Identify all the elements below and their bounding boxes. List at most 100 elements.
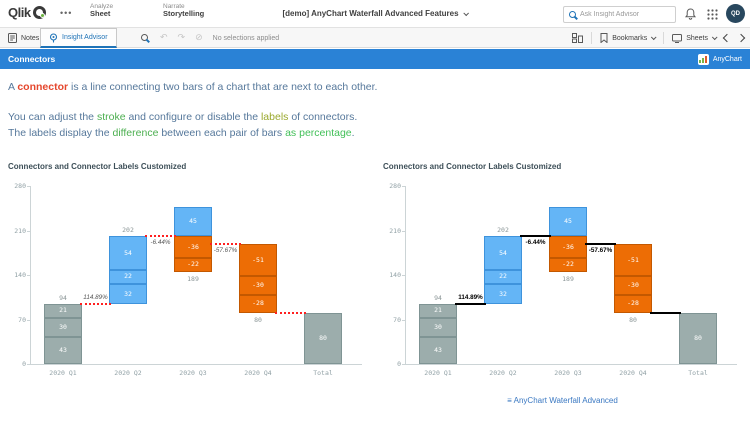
connector-label: 114.89% [83,294,108,302]
total-bar[interactable] [679,313,717,364]
connector-label: 114.89% [458,294,483,302]
bar-segment[interactable] [484,283,522,305]
sheets-dropdown[interactable]: Sheets [672,33,718,43]
x-axis [30,364,362,365]
x-category-label: 2020 Q3 [179,369,207,377]
nav-sheet-label: Sheet [90,9,111,19]
bar-segment[interactable] [239,295,277,314]
y-tick-mark [402,364,405,365]
connector-line [210,242,241,245]
y-tick-mark [27,230,30,232]
smart-search-icon[interactable] [140,33,150,43]
bar-segment[interactable] [419,304,457,318]
tab-analyze-sheet[interactable]: Analyze Sheet [90,3,113,19]
bar-total-label: 94 [59,294,67,303]
bar-segment[interactable] [174,235,212,259]
bar-segment[interactable] [109,269,147,284]
waterfall-chart-left: Connectors and Connector Labels Customiz… [2,156,373,388]
insight-advisor-label: Insight Advisor [62,34,108,41]
insight-advisor-button[interactable]: Insight Advisor [40,28,117,48]
user-avatar[interactable]: QD [726,4,745,23]
connector-label: -6.44% [150,238,171,246]
bar-segment[interactable] [549,206,587,236]
clear-selections-icon[interactable]: ⊘ [195,33,203,43]
bar-segment[interactable] [44,304,82,318]
connector-label: -57.67% [213,246,238,254]
bar-total-label: 80 [254,316,262,325]
tab-narrate-storytelling[interactable]: Narrate Storytelling [163,3,204,19]
bar-segment[interactable] [109,283,147,305]
connector-line [145,234,176,237]
bar-segment[interactable] [44,317,82,337]
sheet-title: Connectors [8,54,56,64]
bar-segment[interactable] [109,235,147,270]
waffle-apps-icon[interactable] [704,6,720,22]
segment-value-label: -30 [252,281,264,290]
anychart-logo-icon [697,53,709,65]
app-objects-icon[interactable] [572,33,584,43]
footer-link-label: AnyChart Waterfall Advanced [513,396,618,405]
segment-value-label: 45 [189,216,197,225]
x-category-label: 2020 Q1 [424,369,452,377]
bar-segment[interactable] [614,276,652,296]
bar-segment[interactable] [174,206,212,236]
chart-title: Connectors and Connector Labels Customiz… [383,162,562,171]
sheet-title-banner: Connectors AnyChart [0,49,750,69]
segment-value-label: 30 [59,322,67,331]
notifications-bell-icon[interactable] [682,6,698,22]
intro-text-span: connector [17,81,69,93]
bar-segment[interactable] [549,235,587,259]
bookmarks-dropdown[interactable]: Bookmarks [600,33,657,43]
y-tick-label: 0 [22,360,26,368]
bar-segment[interactable] [484,269,522,284]
bar-segment[interactable] [614,243,652,277]
search-icon [569,11,576,18]
next-sheet-button[interactable] [736,33,746,43]
y-tick-mark [27,275,30,276]
anychart-badge[interactable]: AnyChart [697,53,742,65]
y-tick-label: 280 [14,182,26,190]
app-title-dropdown[interactable]: [demo] AnyChart Waterfall Advanced Featu… [282,9,470,18]
intro-text-span: between each pair of bars [158,126,286,139]
y-axis [30,186,31,364]
bar-total-label: 189 [562,275,574,284]
search-input[interactable] [580,11,670,18]
bar-segment[interactable] [239,276,277,296]
qlik-logo[interactable]: Qlik [8,5,46,20]
anychart-waterfall-link[interactable]: ≡ AnyChart Waterfall Advanced [377,396,748,405]
connector-label: -6.44% [525,238,546,246]
y-axis [405,186,406,364]
bar-segment[interactable] [484,235,522,270]
bar-segment[interactable] [614,295,652,314]
segment-value-label: 43 [59,345,67,354]
segment-value-label: 32 [124,289,132,298]
bar-segment[interactable] [174,258,212,273]
global-menu-icon[interactable]: ••• [60,8,73,18]
chevron-down-icon [651,34,657,41]
segment-value-label: 32 [499,289,507,298]
bookmark-icon [600,33,608,43]
intro-text-span: of connectors. [288,111,358,123]
waterfall-chart-right: Connectors and Connector Labels Customiz… [377,156,748,388]
connector-line [275,312,306,315]
bar-segment[interactable] [549,258,587,273]
segment-value-label: -22 [562,260,574,269]
segment-value-label: 54 [499,248,507,257]
previous-sheet-button[interactable] [722,33,732,43]
total-bar[interactable] [304,313,342,364]
y-tick-label: 140 [389,271,401,279]
bar-segment[interactable] [44,336,82,364]
segment-value-label: -22 [187,260,199,269]
intro-text-span: The labels display the [8,126,113,139]
bar-segment[interactable] [419,336,457,364]
redo-icon[interactable]: ↷ [177,33,186,43]
x-category-label: 2020 Q2 [489,369,517,377]
bar-segment[interactable] [239,243,277,277]
x-category-label: 2020 Q4 [244,369,272,377]
bar-segment[interactable] [419,317,457,337]
sheet-icon [672,33,683,43]
segment-value-label: 22 [124,271,132,280]
undo-icon[interactable]: ↶ [160,33,168,43]
hamburger-icon: ≡ [507,396,512,405]
insight-advisor-searchbox[interactable] [563,6,676,23]
